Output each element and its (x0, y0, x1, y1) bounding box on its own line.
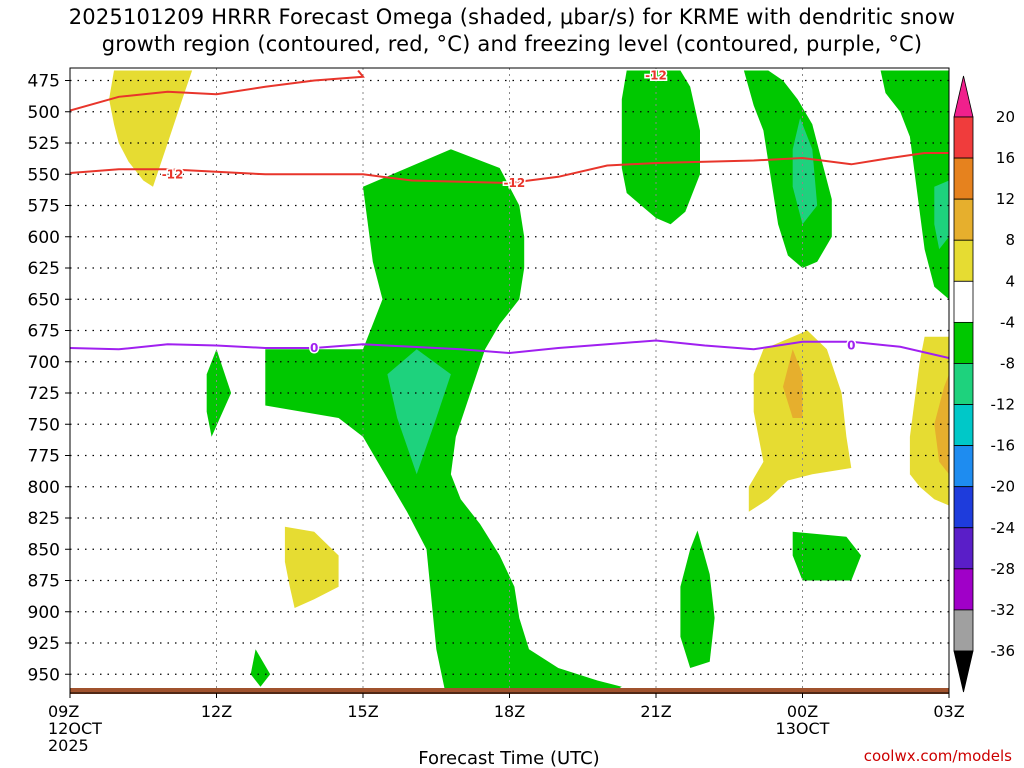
colorbar-label--16: -16 (991, 437, 1016, 455)
y-tick-label-800: 800 (28, 478, 60, 498)
colorbar: 20 16 12 8 4 -4 -8 -12 -16 -20 -24 -28 -32 -36 (953, 75, 1016, 693)
x-tick-sublabel2-09Z: 2025 (48, 736, 89, 755)
chart-title: 2025101209 HRRR Forecast Omega (shaded, … (0, 4, 1024, 58)
colorbar-label--20: -20 (991, 478, 1016, 496)
contour-layer (70, 69, 949, 359)
colorbar-label--12: -12 (991, 396, 1016, 414)
omega-region-15 (909, 336, 949, 506)
omega-region-13 (880, 70, 949, 300)
omega-region-10 (783, 349, 803, 418)
contour-label-0-1: -12 (504, 176, 526, 190)
x-tick-sublabel-00Z: 13OCT (776, 719, 830, 738)
colorbar-bin--16--12 (953, 404, 974, 447)
omega-region-12 (792, 531, 862, 581)
contour-label-0-0: -12 (162, 167, 184, 181)
x-tick-label-03Z: 03Z (933, 702, 964, 721)
contour-line-1 (70, 69, 365, 112)
colorbar-label-4: 4 (1005, 272, 1015, 290)
y-tick-label-725: 725 (28, 384, 60, 404)
colorbar-label--24: -24 (991, 519, 1016, 537)
x-tick-label-15Z: 15Z (347, 702, 378, 721)
contour-label-2-1: 0 (847, 339, 855, 353)
colorbar-bin-8-12 (953, 198, 974, 241)
y-tick-label-500: 500 (28, 103, 60, 123)
omega-region-5 (284, 526, 339, 608)
y-tick-label-925: 925 (28, 634, 60, 654)
credit-link[interactable]: coolwx.com/models (864, 747, 1012, 765)
colorbar-bin--32--28 (953, 568, 974, 611)
x-tick-label-12Z: 12Z (201, 702, 232, 721)
omega-shading-layer (109, 70, 949, 693)
y-tick-label-700: 700 (28, 353, 60, 373)
y-tick-label-475: 475 (28, 72, 60, 92)
omega-region-11 (680, 530, 715, 668)
colorbar-label--8: -8 (1000, 354, 1015, 372)
y-tick-label-525: 525 (28, 134, 60, 154)
y-tick-label-550: 550 (28, 165, 60, 185)
omega-region-2 (387, 349, 451, 475)
colorbar-bin--20--16 (953, 445, 974, 488)
chart-title-line1: 2025101209 HRRR Forecast Omega (shaded, … (68, 5, 956, 29)
colorbar-bin--24--20 (953, 486, 974, 529)
x-tick-sublabel-09Z: 12OCT (48, 719, 102, 738)
chart-title-line2: growth region (contoured, red, °C) and f… (101, 32, 923, 56)
omega-region-9 (748, 330, 852, 512)
omega-region-3 (206, 349, 232, 437)
y-tick-label-675: 675 (28, 322, 60, 342)
colorbar-bin--12--8 (953, 363, 974, 405)
colorbar-bin-16-20 (953, 116, 974, 159)
colorbar-bin--4-4 (953, 280, 974, 323)
x-tick-label-09Z: 09Z (48, 702, 79, 721)
y-tick-label-750: 750 (28, 415, 60, 435)
y-tick-label-875: 875 (28, 572, 60, 592)
colorbar-bin-4-8 (953, 239, 974, 282)
y-tick-label-600: 600 (28, 228, 60, 248)
x-tick-label-00Z: 00Z (787, 702, 818, 721)
omega-region-7 (743, 70, 832, 268)
contour-labels: -12 -12 -12 0 0 (160, 67, 857, 357)
y-tick-label-850: 850 (28, 540, 60, 560)
y-tick-label-950: 950 (28, 665, 60, 685)
colorbar-label-16: 16 (996, 149, 1015, 167)
y-tick-label-825: 825 (28, 509, 60, 529)
colorbar-bin-12-16 (953, 157, 974, 200)
colorbar-label--28: -28 (991, 560, 1016, 578)
colorbar-label-20: 20 (996, 108, 1015, 126)
y-tick-label-650: 650 (28, 290, 60, 310)
contour-label-2-0: 0 (310, 341, 318, 355)
x-tick-label-18Z: 18Z (494, 702, 525, 721)
contour-label-1-0: -12 (645, 69, 667, 83)
contour-line-0 (70, 152, 949, 185)
omega-region-4 (250, 649, 271, 687)
gridlines (70, 68, 949, 693)
y-tick-label-575: 575 (28, 197, 60, 217)
y-tick-label-625: 625 (28, 259, 60, 279)
omega-region-0 (109, 70, 193, 187)
contour-line-2 (70, 339, 949, 359)
colorbar-label--4: -4 (1000, 313, 1015, 331)
y-tick-label-775: 775 (28, 447, 60, 467)
colorbar-top-extend (953, 75, 974, 118)
y-axis: 475 500 525 550 575 600 625 650 675 700 725 750 775 8… (28, 72, 70, 685)
colorbar-label--36: -36 (991, 642, 1016, 660)
x-axis-title: Forecast Time (UTC) (418, 748, 599, 768)
colorbar-label-8: 8 (1005, 231, 1015, 249)
omega-region-14 (934, 180, 949, 250)
colorbar-label-12: 12 (996, 190, 1015, 208)
omega-region-1 (265, 149, 622, 693)
omega-region-16 (934, 374, 949, 475)
omega-region-8 (792, 118, 818, 225)
colorbar-bin--36--32 (953, 609, 974, 652)
omega-region-6 (621, 70, 700, 225)
ground-bar (70, 688, 949, 694)
colorbar-bin--28--24 (953, 527, 974, 570)
colorbar-label--32: -32 (991, 601, 1016, 619)
y-tick-label-900: 900 (28, 603, 60, 623)
colorbar-bin--8--4 (953, 321, 974, 364)
colorbar-bottom-extend (953, 650, 974, 693)
x-tick-label-21Z: 21Z (640, 702, 671, 721)
